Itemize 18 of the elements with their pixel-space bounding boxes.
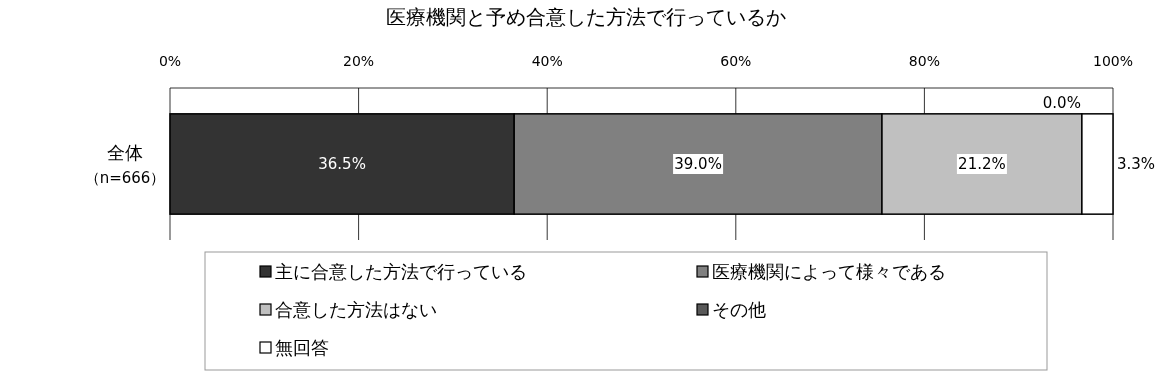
x-tick-label: 0% xyxy=(158,53,182,69)
legend-label: 主に合意した方法で行っている xyxy=(275,261,527,282)
legend-label: 無回答 xyxy=(275,337,329,358)
x-tick-label: 20% xyxy=(343,53,375,69)
text: 36.5% xyxy=(318,155,366,173)
x-tick-label: 40% xyxy=(531,53,563,69)
text: 0.0% xyxy=(1042,93,1081,112)
text: 3.3% xyxy=(1117,155,1156,173)
legend-label: その他 xyxy=(712,299,766,320)
chart-title: 医療機関と予め合意した方法で行っているか xyxy=(385,5,786,29)
text: 39.0% xyxy=(674,155,722,173)
legend-label: 合意した方法はない xyxy=(275,299,437,320)
x-tick-label: 60% xyxy=(720,53,752,69)
legend-label: 医療機関によって様々である xyxy=(712,261,946,282)
x-tick-label: 100% xyxy=(1092,53,1134,69)
y-tick-label: 全体（n=666） xyxy=(84,142,166,187)
x-tick-label: 80% xyxy=(908,53,940,69)
text: 21.2% xyxy=(958,155,1006,173)
